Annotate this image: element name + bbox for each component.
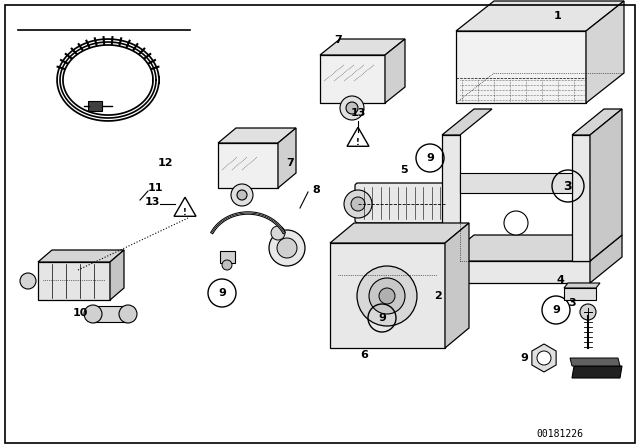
FancyBboxPatch shape xyxy=(355,183,449,223)
Text: 9: 9 xyxy=(218,288,226,298)
Polygon shape xyxy=(456,31,586,103)
Circle shape xyxy=(222,260,232,270)
Circle shape xyxy=(20,273,36,289)
Polygon shape xyxy=(564,288,596,300)
Polygon shape xyxy=(330,243,445,348)
Polygon shape xyxy=(442,135,460,261)
Polygon shape xyxy=(88,101,102,111)
Polygon shape xyxy=(460,173,572,193)
Polygon shape xyxy=(93,306,128,322)
Polygon shape xyxy=(532,344,556,372)
Text: 7: 7 xyxy=(334,35,342,45)
Polygon shape xyxy=(385,39,405,103)
Circle shape xyxy=(237,190,247,200)
Text: 5: 5 xyxy=(400,165,408,175)
Circle shape xyxy=(346,102,358,114)
Polygon shape xyxy=(586,1,624,103)
Text: !: ! xyxy=(356,138,360,146)
Polygon shape xyxy=(110,250,124,300)
Text: 13: 13 xyxy=(350,108,365,118)
Text: 13: 13 xyxy=(144,197,160,207)
Polygon shape xyxy=(330,223,469,243)
Circle shape xyxy=(344,190,372,218)
Text: !: ! xyxy=(183,207,187,216)
Circle shape xyxy=(269,230,305,266)
Circle shape xyxy=(357,266,417,326)
Text: 8: 8 xyxy=(312,185,320,195)
Polygon shape xyxy=(442,261,590,283)
Polygon shape xyxy=(570,358,620,366)
Polygon shape xyxy=(218,128,296,143)
Polygon shape xyxy=(320,55,385,103)
Circle shape xyxy=(504,211,528,235)
Circle shape xyxy=(369,278,405,314)
Polygon shape xyxy=(38,262,110,300)
Polygon shape xyxy=(572,135,590,261)
Text: 9: 9 xyxy=(426,153,434,163)
Text: 7: 7 xyxy=(286,158,294,168)
Polygon shape xyxy=(347,127,369,146)
Polygon shape xyxy=(442,235,622,261)
Polygon shape xyxy=(445,223,469,348)
Text: 1: 1 xyxy=(554,11,562,21)
Text: 11: 11 xyxy=(147,183,163,193)
Polygon shape xyxy=(218,143,278,188)
Circle shape xyxy=(340,96,364,120)
Polygon shape xyxy=(442,109,492,135)
Text: 2: 2 xyxy=(434,291,442,301)
Text: 9: 9 xyxy=(520,353,528,363)
Circle shape xyxy=(231,184,253,206)
Polygon shape xyxy=(572,109,622,135)
Text: 4: 4 xyxy=(556,275,564,285)
Text: 6: 6 xyxy=(360,350,368,360)
Polygon shape xyxy=(456,1,624,31)
Circle shape xyxy=(537,351,551,365)
Circle shape xyxy=(271,226,285,240)
Text: 12: 12 xyxy=(157,158,173,168)
Text: 3: 3 xyxy=(568,298,576,308)
Polygon shape xyxy=(564,283,600,288)
Polygon shape xyxy=(572,366,622,378)
Text: 3: 3 xyxy=(564,180,572,193)
Circle shape xyxy=(119,305,137,323)
Text: 10: 10 xyxy=(72,308,88,318)
Text: 9: 9 xyxy=(552,305,560,315)
Text: 9: 9 xyxy=(378,313,386,323)
Polygon shape xyxy=(38,250,124,262)
Circle shape xyxy=(379,288,395,304)
Circle shape xyxy=(277,238,297,258)
Polygon shape xyxy=(220,251,235,263)
Circle shape xyxy=(351,197,365,211)
Polygon shape xyxy=(590,235,622,283)
Polygon shape xyxy=(174,197,196,216)
Circle shape xyxy=(580,304,596,320)
Circle shape xyxy=(84,305,102,323)
Text: 00181226: 00181226 xyxy=(536,429,584,439)
Polygon shape xyxy=(590,109,622,261)
Polygon shape xyxy=(278,128,296,188)
Polygon shape xyxy=(320,39,405,55)
